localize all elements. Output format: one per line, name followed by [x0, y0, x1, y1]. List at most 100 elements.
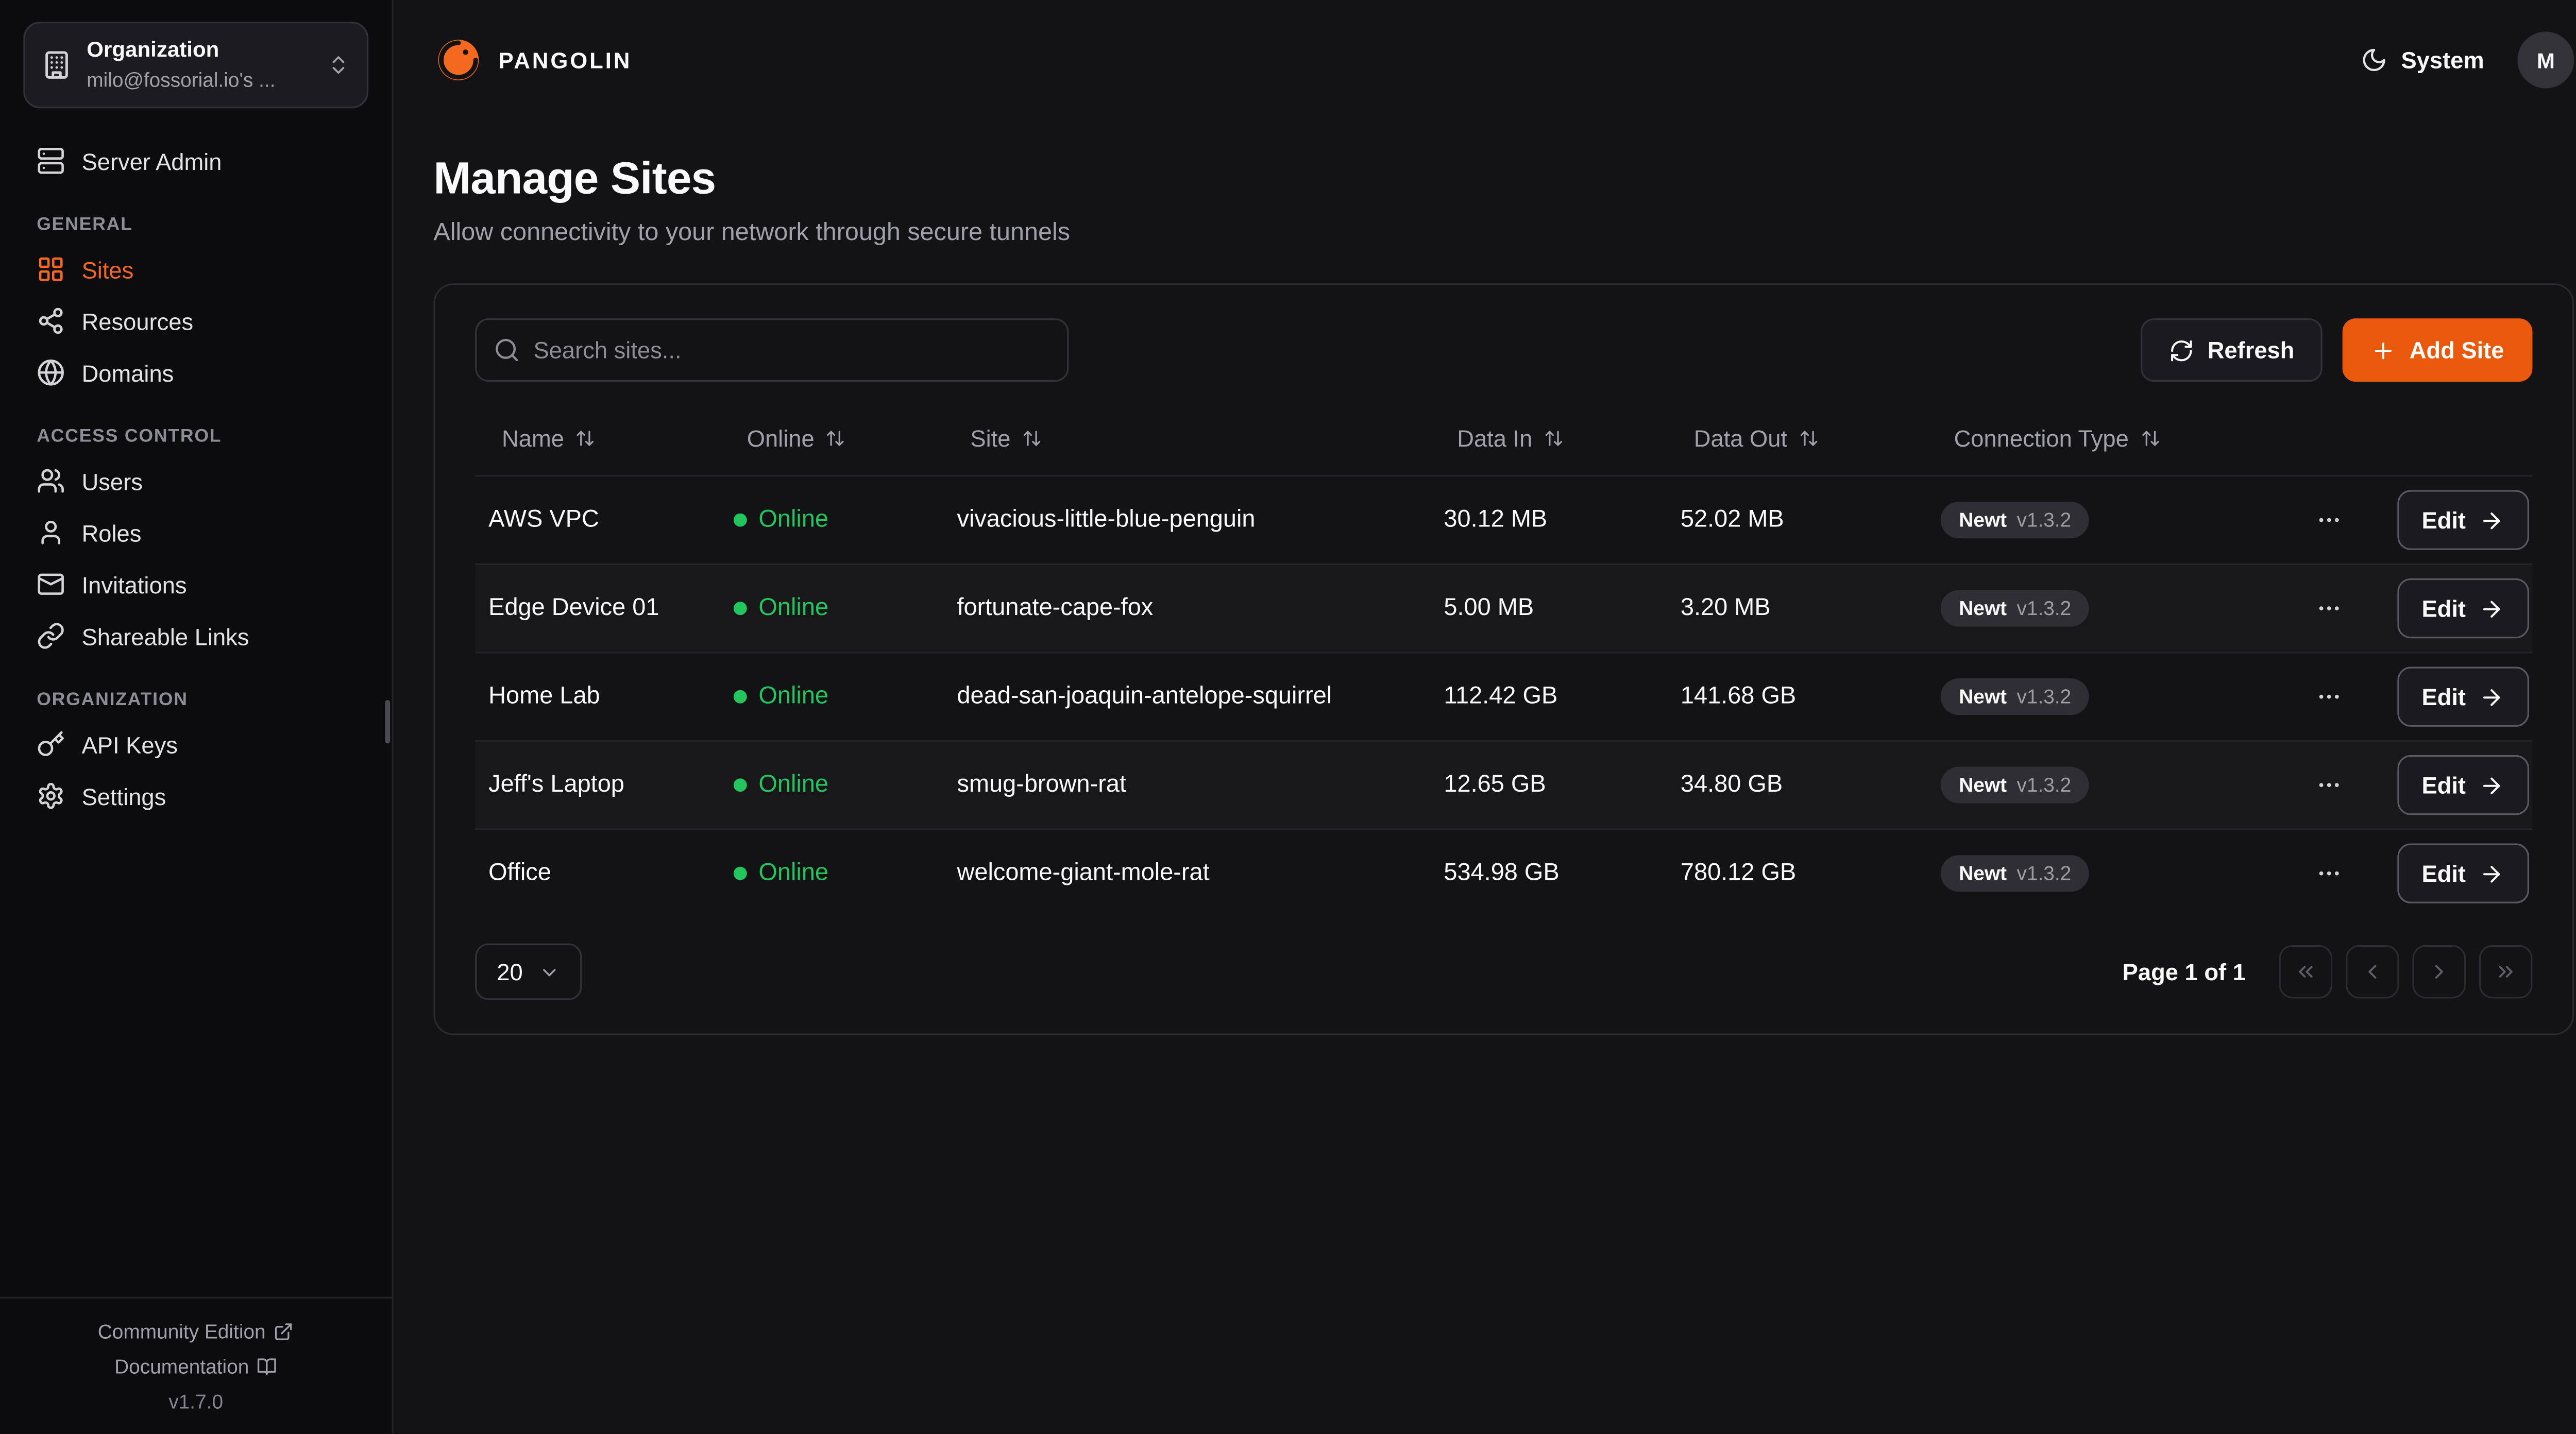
theme-toggle[interactable]: System — [2361, 47, 2484, 73]
edit-label: Edit — [2421, 683, 2466, 710]
ellipsis-icon — [2316, 595, 2343, 622]
column-header-site[interactable]: Site — [944, 425, 1431, 452]
sidebar-item-label: Invitations — [81, 571, 187, 598]
refresh-label: Refresh — [2207, 336, 2295, 364]
online-status-cell: Online — [720, 860, 944, 887]
data-in-cell: 12.65 GB — [1444, 772, 1546, 799]
row-menu-button[interactable] — [2309, 853, 2349, 894]
row-menu-button[interactable] — [2309, 588, 2349, 628]
brand: PANGOLIN — [433, 35, 632, 85]
column-header-connection-type[interactable]: Connection Type — [1927, 425, 2286, 452]
sidebar-item-domains[interactable]: Domains — [23, 347, 368, 398]
chevrons-left-icon — [2294, 960, 2317, 983]
sidebar-item-api-keys[interactable]: API Keys — [23, 719, 368, 770]
org-picker[interactable]: Organization milo@fossorial.io's ... — [23, 22, 369, 109]
row-actions-cell — [2286, 677, 2359, 717]
sort-icon — [1022, 429, 1042, 449]
sidebar-item-settings[interactable]: Settings — [23, 770, 368, 822]
edit-button[interactable]: Edit — [2396, 578, 2530, 639]
online-label: Online — [758, 683, 829, 710]
row-edit-cell: Edit — [2359, 755, 2533, 815]
sidebar-item-label: Resources — [81, 308, 194, 334]
avatar[interactable]: M — [2517, 31, 2574, 89]
chevron-right-icon — [2428, 960, 2451, 983]
main-content: PANGOLIN System M Manage Sites Allow con… — [393, 0, 2576, 1433]
table-row: Office Online welcome-giant-mole-rat 534… — [475, 828, 2533, 917]
edit-button[interactable]: Edit — [2396, 843, 2530, 903]
edit-label: Edit — [2421, 860, 2466, 887]
sort-icon — [826, 429, 846, 449]
roles-icon — [37, 518, 65, 547]
edit-button[interactable]: Edit — [2396, 490, 2530, 550]
table-row: Home Lab Online dead-san-joaquin-antelop… — [475, 652, 2533, 740]
org-picker-texts: Organization milo@fossorial.io's ... — [87, 35, 312, 95]
sidebar-scrollbar-thumb[interactable] — [385, 700, 391, 744]
connection-type-badge: Newt v1.3.2 — [1940, 589, 2090, 627]
online-dot — [733, 866, 747, 880]
pagination-prev-button[interactable] — [2346, 945, 2399, 999]
connection-type-name: Newt — [1959, 861, 2007, 885]
page-indicator: Page 1 of 1 — [2122, 958, 2246, 985]
documentation-link[interactable]: Documentation — [114, 1355, 277, 1378]
data-out-cell: 780.12 GB — [1680, 860, 1797, 887]
sidebar-item-shareable-links[interactable]: Shareable Links — [23, 610, 368, 661]
table-row: Edge Device 01 Online fortunate-cape-fox… — [475, 563, 2533, 652]
column-header-online[interactable]: Online — [720, 425, 944, 452]
online-status-cell: Online — [720, 507, 944, 534]
column-header-name[interactable]: Name — [475, 425, 720, 452]
data-in-cell: 534.98 GB — [1444, 860, 1560, 887]
arrow-right-icon — [2479, 507, 2504, 533]
settings-icon — [37, 782, 65, 810]
sidebar-item-resources[interactable]: Resources — [23, 295, 368, 347]
ellipsis-icon — [2316, 772, 2343, 798]
search-input[interactable] — [475, 318, 1069, 382]
section-label-general: GENERAL — [37, 215, 133, 235]
page-title: Manage Sites — [433, 153, 716, 203]
sidebar-item-server-admin[interactable]: Server Admin — [23, 135, 368, 186]
connection-type-version: v1.3.2 — [2016, 861, 2072, 885]
column-header-data-out[interactable]: Data Out — [1667, 425, 1927, 452]
arrow-right-icon — [2479, 684, 2504, 709]
connection-type-cell: Newt v1.3.2 — [1927, 501, 2286, 539]
edit-button[interactable]: Edit — [2396, 667, 2530, 727]
edit-label: Edit — [2421, 595, 2466, 622]
refresh-button[interactable]: Refresh — [2141, 318, 2323, 382]
sidebar-item-sites[interactable]: Sites — [23, 243, 368, 295]
pagination-next-button[interactable] — [2412, 945, 2466, 999]
app-version: v1.7.0 — [168, 1390, 224, 1414]
sidebar-item-users[interactable]: Users — [23, 455, 368, 506]
online-status-cell: Online — [720, 684, 944, 710]
row-menu-button[interactable] — [2309, 677, 2349, 717]
add-site-button[interactable]: Add Site — [2343, 318, 2533, 382]
column-header-data-in[interactable]: Data In — [1430, 425, 1667, 452]
connection-type-cell: Newt v1.3.2 — [1927, 855, 2286, 892]
building-icon — [42, 50, 72, 80]
connection-type-name: Newt — [1959, 773, 2007, 797]
online-label: Online — [758, 506, 829, 534]
sidebar-item-label: Shareable Links — [81, 622, 249, 650]
row-menu-button[interactable] — [2309, 500, 2349, 540]
sites-icon — [37, 255, 65, 283]
chevrons-up-down-icon — [327, 54, 350, 77]
sidebar-item-label: Server Admin — [81, 147, 222, 175]
sidebar-item-label: Users — [81, 467, 143, 494]
server-icon — [37, 147, 65, 175]
edit-button[interactable]: Edit — [2396, 755, 2530, 815]
sidebar-nav: Server Admin GENERAL Sites Resources Dom — [0, 118, 392, 822]
online-label: Online — [758, 595, 829, 622]
sidebar-item-invitations[interactable]: Invitations — [23, 558, 368, 610]
sidebar: Organization milo@fossorial.io's ... Ser… — [0, 0, 394, 1433]
row-actions-cell — [2286, 765, 2359, 805]
site-name-cell: AWS VPC — [488, 506, 599, 534]
pagination-last-button[interactable] — [2479, 945, 2533, 999]
page-subtitle: Allow connectivity to your network throu… — [433, 218, 1071, 247]
chevrons-right-icon — [2494, 960, 2517, 983]
pagination-first-button[interactable] — [2279, 945, 2333, 999]
community-edition-link[interactable]: Community Edition — [98, 1320, 294, 1343]
sidebar-item-roles[interactable]: Roles — [23, 507, 368, 558]
connection-type-badge: Newt v1.3.2 — [1940, 678, 2090, 715]
row-menu-button[interactable] — [2309, 765, 2349, 805]
page-size-select[interactable]: 20 — [475, 943, 581, 1000]
sidebar-item-label: API Keys — [81, 730, 178, 758]
row-actions-cell — [2286, 853, 2359, 894]
